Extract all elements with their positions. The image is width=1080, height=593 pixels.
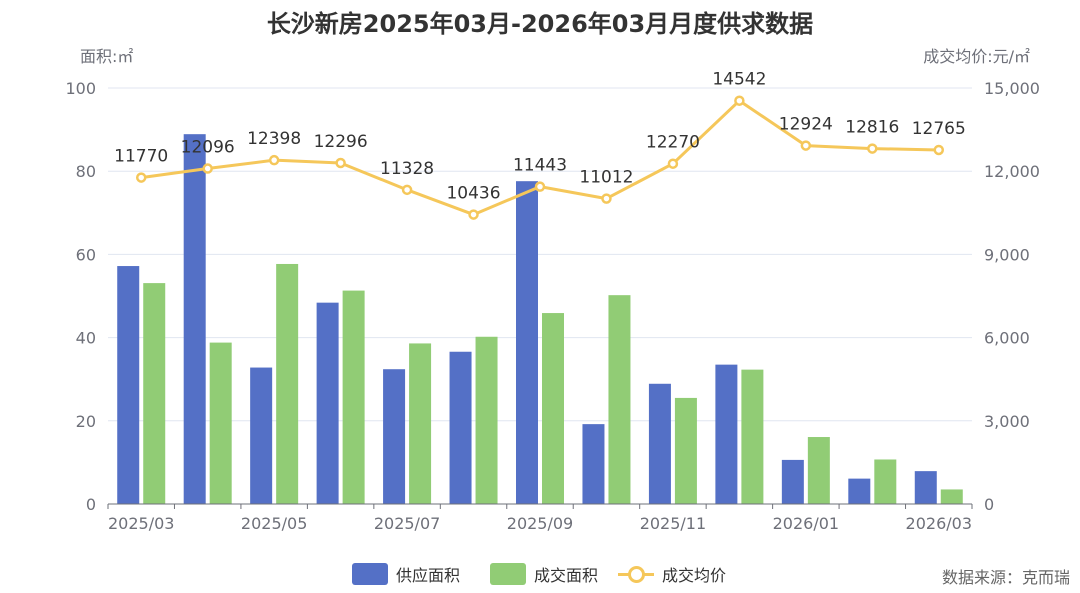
price-data-label: 12096 (181, 138, 235, 158)
bar-sales (209, 342, 232, 504)
y-tick-left: 100 (65, 79, 96, 98)
legend-supply-label[interactable]: 供应面积 (396, 566, 461, 585)
y-tick-right: 12,000 (984, 162, 1040, 181)
legend-price-swatch[interactable] (618, 563, 655, 585)
bar-supply (183, 134, 206, 504)
bar-supply (781, 459, 804, 504)
bar-supply (316, 302, 339, 504)
price-point (667, 158, 679, 169)
legend-sales-label[interactable]: 成交面积 (534, 566, 599, 585)
price-data-label: 11443 (513, 156, 567, 176)
data-source: 数据来源：克而瑞 (941, 568, 1070, 587)
bar-sales (674, 397, 697, 504)
bar-supply (117, 266, 140, 504)
y-tick-right: 3,000 (984, 412, 1030, 431)
y-tick-right: 9,000 (984, 245, 1030, 264)
bar-sales (940, 489, 963, 504)
x-tick-label: 2026/03 (906, 514, 972, 533)
axes-layer: 0 0 20 3,000 40 6,000 60 9,000 80 12,000 100 15,000… (65, 47, 1040, 533)
bar-sales (475, 336, 498, 504)
price-point (468, 209, 479, 220)
x-tick-label: 2025/03 (108, 514, 174, 533)
y-tick-left: 20 (76, 412, 96, 431)
bar-sales (342, 290, 365, 504)
y-axis-left-title: 面积:㎡ (80, 47, 133, 66)
price-data-label: 12398 (247, 129, 301, 149)
price-point (601, 193, 612, 204)
price-data-label: 12924 (779, 115, 833, 135)
x-tick-label: 2025/05 (241, 514, 307, 533)
bar-sales (409, 343, 432, 504)
bar-sales (542, 313, 564, 504)
price-point (734, 95, 745, 106)
bar-supply (715, 364, 738, 504)
x-tick-label: 2026/01 (773, 514, 839, 533)
price-point (335, 157, 346, 169)
price-data-label: 11012 (579, 168, 633, 188)
legend-sales-swatch[interactable] (490, 563, 527, 585)
price-data-label: 12296 (314, 132, 368, 152)
y-tick-left: 80 (76, 162, 96, 181)
y-tick-left: 0 (86, 495, 96, 514)
bar-sales (741, 369, 764, 504)
x-tick-label: 2025/09 (507, 514, 573, 533)
bar-supply (449, 351, 472, 504)
price-data-label: 12765 (912, 119, 966, 139)
price-point (800, 140, 812, 151)
bars-layer (117, 134, 963, 504)
price-point (202, 163, 213, 174)
price-point (401, 184, 413, 196)
bar-supply (648, 383, 671, 504)
price-point (867, 143, 878, 154)
y-tick-right: 15,000 (984, 79, 1040, 98)
bar-sales (276, 263, 299, 504)
price-point (135, 172, 147, 183)
price-data-label: 10436 (446, 184, 500, 204)
price-data-label: 14542 (712, 70, 766, 90)
data-labels-layer: 11770 12096 12398 12296 11328 10436 11443 11012… (114, 70, 966, 204)
price-point (933, 144, 945, 156)
bar-supply (383, 369, 406, 504)
price-data-label: 12270 (646, 133, 700, 153)
bar-sales (143, 283, 166, 504)
y-axis-right-title: 成交均价:元/㎡ (923, 47, 1030, 66)
y-tick-left: 40 (76, 329, 96, 348)
y-tick-right: 6,000 (984, 329, 1030, 348)
price-data-label: 11770 (114, 147, 168, 167)
x-tick-label: 2025/07 (374, 514, 440, 533)
price-point (268, 154, 280, 166)
price-data-label: 11328 (380, 159, 434, 179)
legend-supply-swatch[interactable] (352, 563, 388, 585)
legend-price-label[interactable]: 成交均价 (662, 566, 727, 585)
legend: 供应面积 成交面积 成交均价 (352, 562, 726, 586)
bar-sales (807, 437, 830, 504)
bar-sales (874, 459, 897, 504)
bar-supply (848, 478, 871, 504)
bar-sales (608, 295, 631, 504)
price-data-label: 12816 (845, 118, 899, 138)
bar-supply (914, 471, 937, 504)
y-tick-left: 60 (76, 245, 96, 264)
y-tick-right: 0 (984, 495, 994, 514)
price-point (534, 181, 546, 192)
chart-title: 长沙新房2025年03月-2026年03月月度供求数据 (266, 10, 814, 38)
price-line-layer (135, 95, 945, 220)
bar-supply (516, 181, 538, 504)
bar-supply (582, 424, 605, 504)
grid-lines (108, 87, 972, 422)
x-tick-label: 2025/11 (640, 514, 706, 533)
bar-supply (250, 367, 273, 504)
